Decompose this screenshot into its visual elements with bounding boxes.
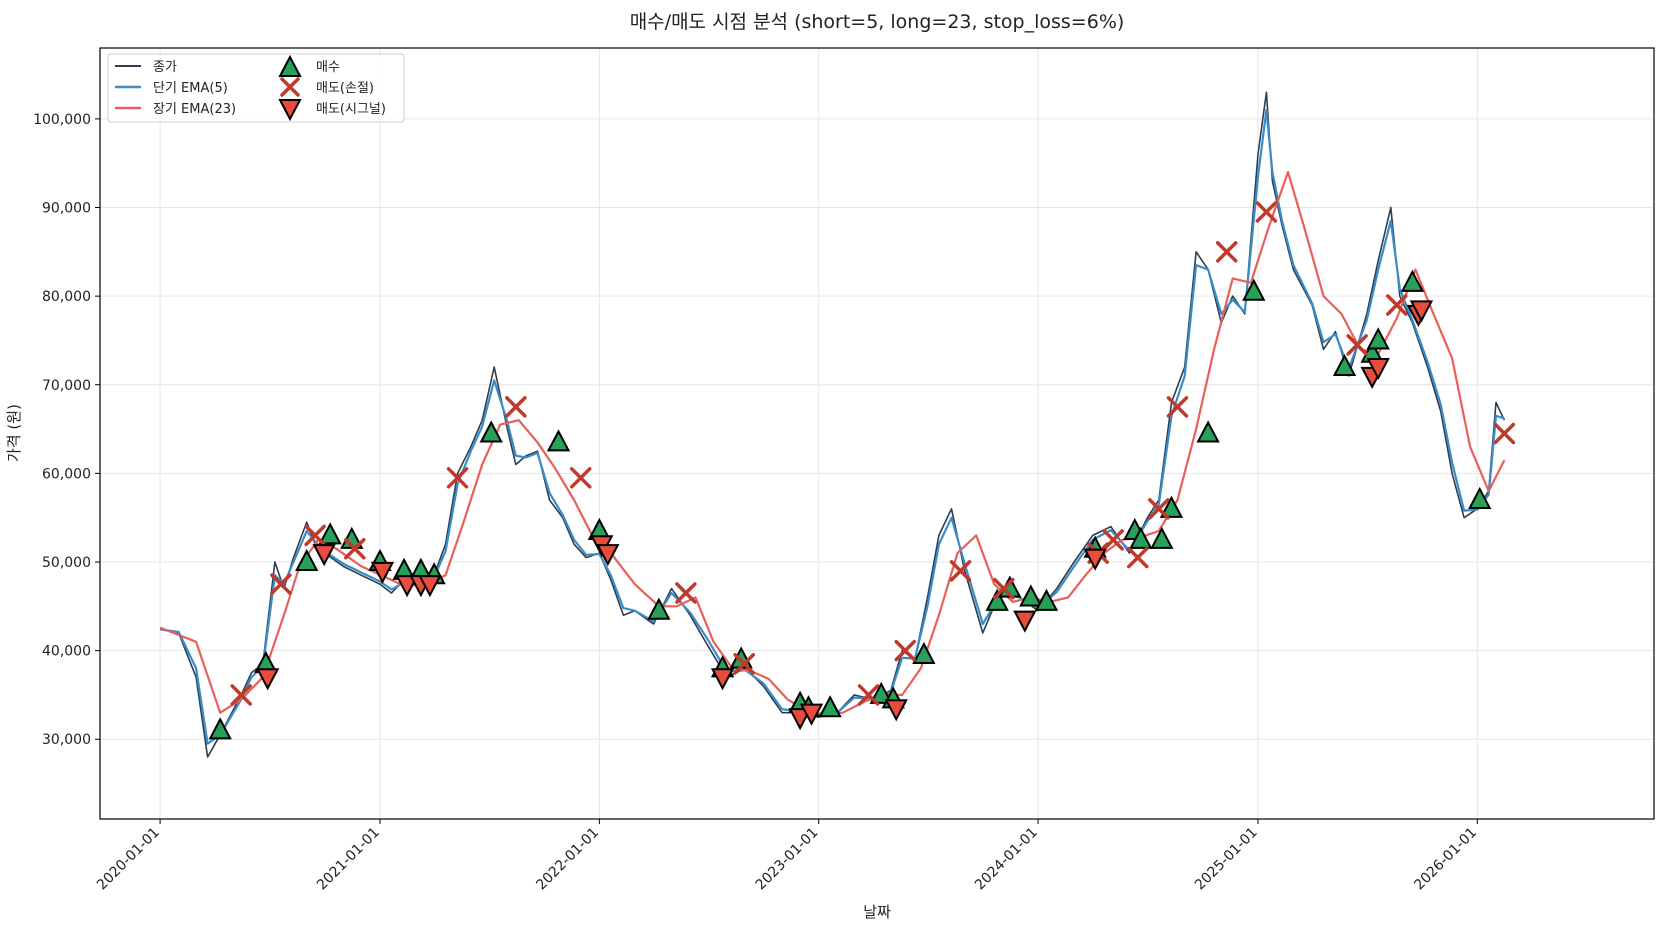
stop-loss-marker xyxy=(949,560,972,582)
grid-layer xyxy=(100,48,1654,819)
marker-layer xyxy=(208,201,1516,740)
signal-sell-marker xyxy=(1013,610,1037,633)
stop-loss-marker xyxy=(1148,498,1170,520)
legend-box xyxy=(107,53,405,123)
buy-marker xyxy=(1366,327,1390,350)
stop-loss-marker xyxy=(1127,546,1149,569)
signal-sell-marker xyxy=(312,544,336,567)
buy-marker xyxy=(647,597,671,620)
ema-long-line xyxy=(159,171,1506,716)
stop-loss-marker xyxy=(675,582,697,604)
signal-sell-marker xyxy=(395,575,419,598)
x-tick-label: 2025-01-01 xyxy=(1192,825,1261,894)
x-tick-label: 2024-01-01 xyxy=(972,825,1041,894)
stop-loss-marker xyxy=(1215,241,1238,263)
legend-ema-long-label: 장기 EMA(23) xyxy=(153,102,236,117)
legend-buy-label: 매수 xyxy=(316,60,340,75)
stop-loss-marker xyxy=(344,537,366,560)
legend-ema-short-label: 단기 EMA(5) xyxy=(153,81,228,96)
y-tick-label: 70,000 xyxy=(42,378,91,394)
buy-marker xyxy=(912,641,936,665)
stop-loss-marker xyxy=(270,573,292,595)
x-tick-label: 2020-01-01 xyxy=(94,825,163,894)
signal-sell-marker xyxy=(596,544,620,567)
x-tick-label: 2021-01-01 xyxy=(314,825,383,894)
buy-marker xyxy=(1468,486,1492,509)
signal-sell-marker xyxy=(1366,358,1390,381)
plot-frame xyxy=(99,47,1655,820)
buy-marker xyxy=(295,548,319,571)
buy-marker xyxy=(546,429,571,452)
x-axis-label: 날짜 xyxy=(863,903,891,921)
stop-loss-marker xyxy=(733,653,755,675)
legend-signal-sell-label: 매도(시그널) xyxy=(316,102,386,117)
stop-loss-marker xyxy=(1255,201,1278,223)
buy-marker xyxy=(985,588,1009,611)
close-price-line xyxy=(159,91,1506,758)
stop-loss-marker xyxy=(1102,529,1124,551)
buy-marker xyxy=(1129,526,1153,549)
signal-sell-marker xyxy=(370,561,395,585)
y-tick-label: 60,000 xyxy=(42,466,91,482)
y-tick-label: 100,000 xyxy=(33,112,91,128)
buy-marker xyxy=(1019,584,1043,607)
stop-loss-marker xyxy=(569,467,592,489)
buy-marker xyxy=(1034,588,1059,611)
y-tick-label: 50,000 xyxy=(42,555,91,571)
stop-loss-marker xyxy=(1346,334,1368,356)
legend-signal-sell-marker xyxy=(278,99,302,122)
x-tick-label: 2022-01-01 xyxy=(533,825,602,894)
signal-sell-marker xyxy=(788,708,812,731)
stop-loss-marker xyxy=(1166,396,1189,418)
ema-short-line xyxy=(159,108,1505,745)
stop-loss-marker xyxy=(230,684,252,706)
axis-layer: 30,000 40,000 50,000 60,000 70,000 80,000 90,0… xyxy=(33,112,1480,893)
legend-stop-loss-marker xyxy=(280,77,300,97)
stop-loss-marker xyxy=(993,577,1015,600)
signal-sell-marker xyxy=(884,699,908,722)
legend-stop-loss-label: 매도(손절) xyxy=(316,81,374,96)
stop-loss-marker xyxy=(304,524,326,547)
buy-marker xyxy=(1196,420,1220,443)
x-tick-label: 2023-01-01 xyxy=(753,825,822,894)
buy-marker xyxy=(1332,353,1357,377)
y-tick-label: 30,000 xyxy=(42,732,91,748)
stop-loss-marker xyxy=(446,467,469,489)
buy-marker xyxy=(1400,269,1425,292)
stop-loss-marker xyxy=(857,684,880,706)
stop-loss-marker xyxy=(1493,422,1516,445)
buy-marker xyxy=(1150,526,1174,549)
legend-close-label: 종가 xyxy=(153,60,177,75)
chart-title: 매수/매도 시점 분석 (short=5, long=23, stop_loss… xyxy=(630,11,1125,33)
y-tick-label: 80,000 xyxy=(42,289,91,305)
signal-sell-marker xyxy=(418,575,442,598)
buy-marker xyxy=(818,695,842,718)
stop-loss-marker xyxy=(1386,294,1408,316)
legend: 종가 단기 EMA(5) 장기 EMA(23) 매수 매도(손절) 매도(시그널… xyxy=(107,53,405,123)
x-tick-label: 2026-01-01 xyxy=(1411,825,1480,894)
stop-loss-marker xyxy=(894,639,916,662)
buy-marker xyxy=(869,681,893,704)
signal-sell-marker xyxy=(710,668,735,691)
signal-sell-marker xyxy=(256,668,280,691)
buy-marker xyxy=(1242,278,1266,301)
signal-sell-marker xyxy=(1409,300,1434,323)
signal-sell-marker xyxy=(1083,548,1107,571)
signal-sell-marker xyxy=(799,703,824,726)
buy-marker xyxy=(318,522,342,545)
stop-loss-marker xyxy=(505,396,527,418)
y-tick-label: 90,000 xyxy=(42,201,91,217)
series-layer xyxy=(159,91,1506,758)
buy-marker xyxy=(479,420,503,443)
y-axis-label: 가격 (원) xyxy=(5,404,23,462)
buy-marker xyxy=(1159,495,1184,518)
legend-buy-marker xyxy=(278,54,302,77)
y-tick-label: 40,000 xyxy=(42,644,91,660)
buy-marker xyxy=(208,717,232,740)
